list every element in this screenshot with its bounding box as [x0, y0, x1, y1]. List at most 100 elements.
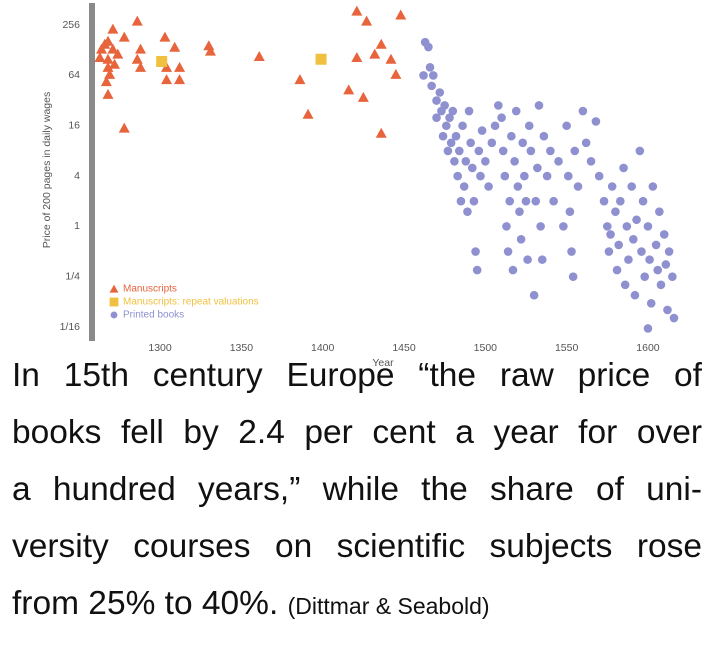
point [612, 265, 622, 275]
point [203, 40, 215, 51]
point [529, 290, 539, 300]
point [651, 240, 661, 250]
y-tick-label: 16 [68, 120, 80, 132]
point [302, 108, 314, 119]
point [419, 71, 428, 80]
x-tick-label: 1350 [230, 342, 254, 354]
point [471, 247, 480, 256]
point [668, 272, 677, 281]
point [351, 51, 363, 62]
point [438, 131, 448, 141]
point [565, 207, 575, 216]
point [619, 163, 628, 173]
point [118, 122, 130, 133]
point [159, 31, 171, 42]
point [508, 265, 518, 275]
point [385, 53, 397, 64]
point [546, 146, 555, 156]
point [109, 58, 121, 69]
legend-marker [109, 297, 119, 307]
point [446, 138, 456, 148]
point [463, 207, 472, 216]
point [102, 61, 114, 72]
point [570, 146, 580, 156]
point [562, 121, 571, 131]
legend-marker [109, 284, 119, 293]
y-axis-label: Price of 200 pages in daily wages [41, 92, 53, 248]
y-tick-label: 1 [74, 220, 80, 232]
point [656, 280, 666, 290]
y-tick-label: 4 [74, 170, 80, 182]
point [484, 182, 493, 191]
point [369, 48, 381, 59]
point [112, 48, 124, 59]
point [524, 121, 534, 131]
y-axis-bar [89, 3, 95, 341]
x-tick-label: 1550 [555, 342, 579, 354]
point [646, 299, 656, 308]
point [640, 272, 650, 281]
point [521, 196, 531, 206]
x-axis-label: Year [372, 357, 394, 369]
point [456, 196, 466, 206]
point [118, 31, 130, 42]
point [498, 146, 508, 156]
point [594, 171, 604, 181]
point [510, 157, 519, 166]
point [533, 163, 542, 173]
point [627, 182, 636, 191]
point [107, 23, 119, 34]
point [638, 196, 648, 206]
point [629, 235, 638, 244]
point [669, 313, 679, 323]
point [448, 106, 458, 116]
y-tick-label: 64 [68, 69, 80, 81]
caption-source: (Dittmar & Seabold) [287, 593, 490, 619]
point [624, 255, 633, 264]
point [455, 146, 464, 156]
point [578, 106, 588, 116]
point [451, 131, 461, 141]
point [523, 255, 532, 264]
point [591, 117, 601, 126]
point [500, 171, 510, 181]
caption-line: a hundred years,” while the share of uni… [12, 471, 702, 508]
point [518, 138, 528, 148]
caption-line: versity courses on scientific subjects r… [12, 528, 702, 565]
point [476, 171, 485, 181]
point [450, 157, 459, 166]
point [563, 171, 573, 181]
point [648, 182, 658, 191]
point [174, 61, 186, 72]
point [567, 247, 576, 256]
y-tick-label: 1/16 [60, 321, 81, 333]
y-tick-label: 1/4 [65, 270, 80, 282]
point [502, 222, 511, 231]
legend-marker [110, 311, 118, 319]
point [620, 280, 630, 290]
caption-line: In 15th century Europe “the raw price of [12, 357, 702, 394]
point [659, 230, 669, 239]
point [539, 131, 549, 141]
point [606, 230, 615, 239]
point [169, 41, 181, 52]
point [440, 101, 449, 110]
point [505, 196, 515, 206]
legend-label: Printed books [123, 310, 184, 321]
point [102, 53, 114, 64]
point [549, 196, 558, 206]
x-tick-label: 1300 [148, 342, 172, 354]
y-tick-label: 256 [62, 19, 80, 31]
point [635, 146, 645, 156]
point [599, 196, 609, 206]
point [453, 171, 462, 181]
point [537, 255, 547, 264]
point [135, 43, 147, 54]
point [361, 15, 373, 26]
point [573, 182, 583, 191]
x-tick-label: 1400 [311, 342, 335, 354]
point [643, 324, 653, 333]
point [375, 127, 387, 138]
point [661, 260, 671, 269]
point [357, 91, 369, 102]
